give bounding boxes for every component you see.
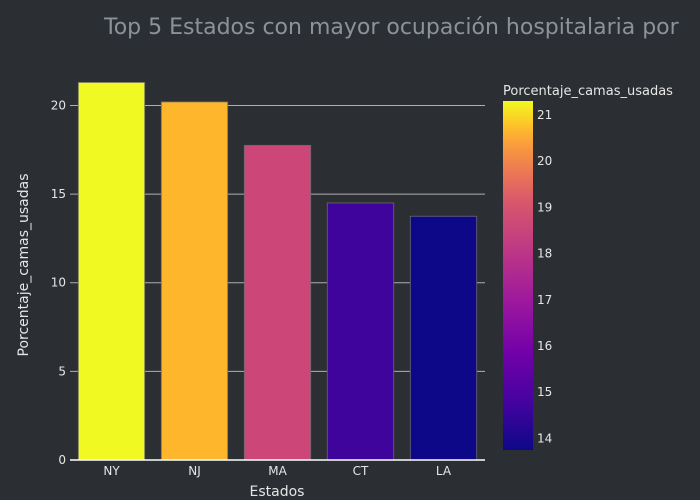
colorbar-tick-label: 19 [537,200,552,214]
colorbar-tick-label: 20 [537,154,552,168]
colorbar [503,101,533,450]
y-tick-label: 20 [51,98,66,112]
colorbar-title: Porcentaje_camas_usadas [503,84,673,99]
x-tick-label: NY [103,464,120,478]
y-axis-title: Porcentaje_camas_usadas [16,173,32,356]
y-tick-labels: 0 5 10 15 20 [51,98,66,467]
colorbar-tick-label: 21 [537,108,552,122]
x-axis-title: Estados [250,484,305,500]
bar-nj [160,101,229,461]
x-tick-labels: NY NJ MA CT LA [103,464,452,478]
bar-la [409,215,478,461]
y-tick-label: 0 [58,453,66,467]
colorbar-tick-label: 17 [537,293,552,307]
x-tick-label: NJ [188,464,201,478]
x-tick-label: MA [268,464,287,478]
bars [77,82,478,461]
colorbar-tick-label: 16 [537,339,552,353]
y-tick-label: 10 [51,276,66,290]
x-tick-label: CT [353,464,369,478]
y-tick-label: 5 [58,364,66,378]
bar-ma [243,144,312,461]
colorbar-tick-label: 15 [537,385,552,399]
x-tick-label: LA [436,464,452,478]
bar-ny [77,82,146,461]
colorbar-tick-labels: 14 15 16 17 18 19 20 21 [537,108,552,446]
bar-ct [326,202,395,461]
colorbar-tick-label: 14 [537,431,552,445]
colorbar-tick-label: 18 [537,247,552,261]
chart-title: Top 5 Estados con mayor ocupación hospit… [103,15,680,40]
y-tick-label: 15 [51,187,66,201]
